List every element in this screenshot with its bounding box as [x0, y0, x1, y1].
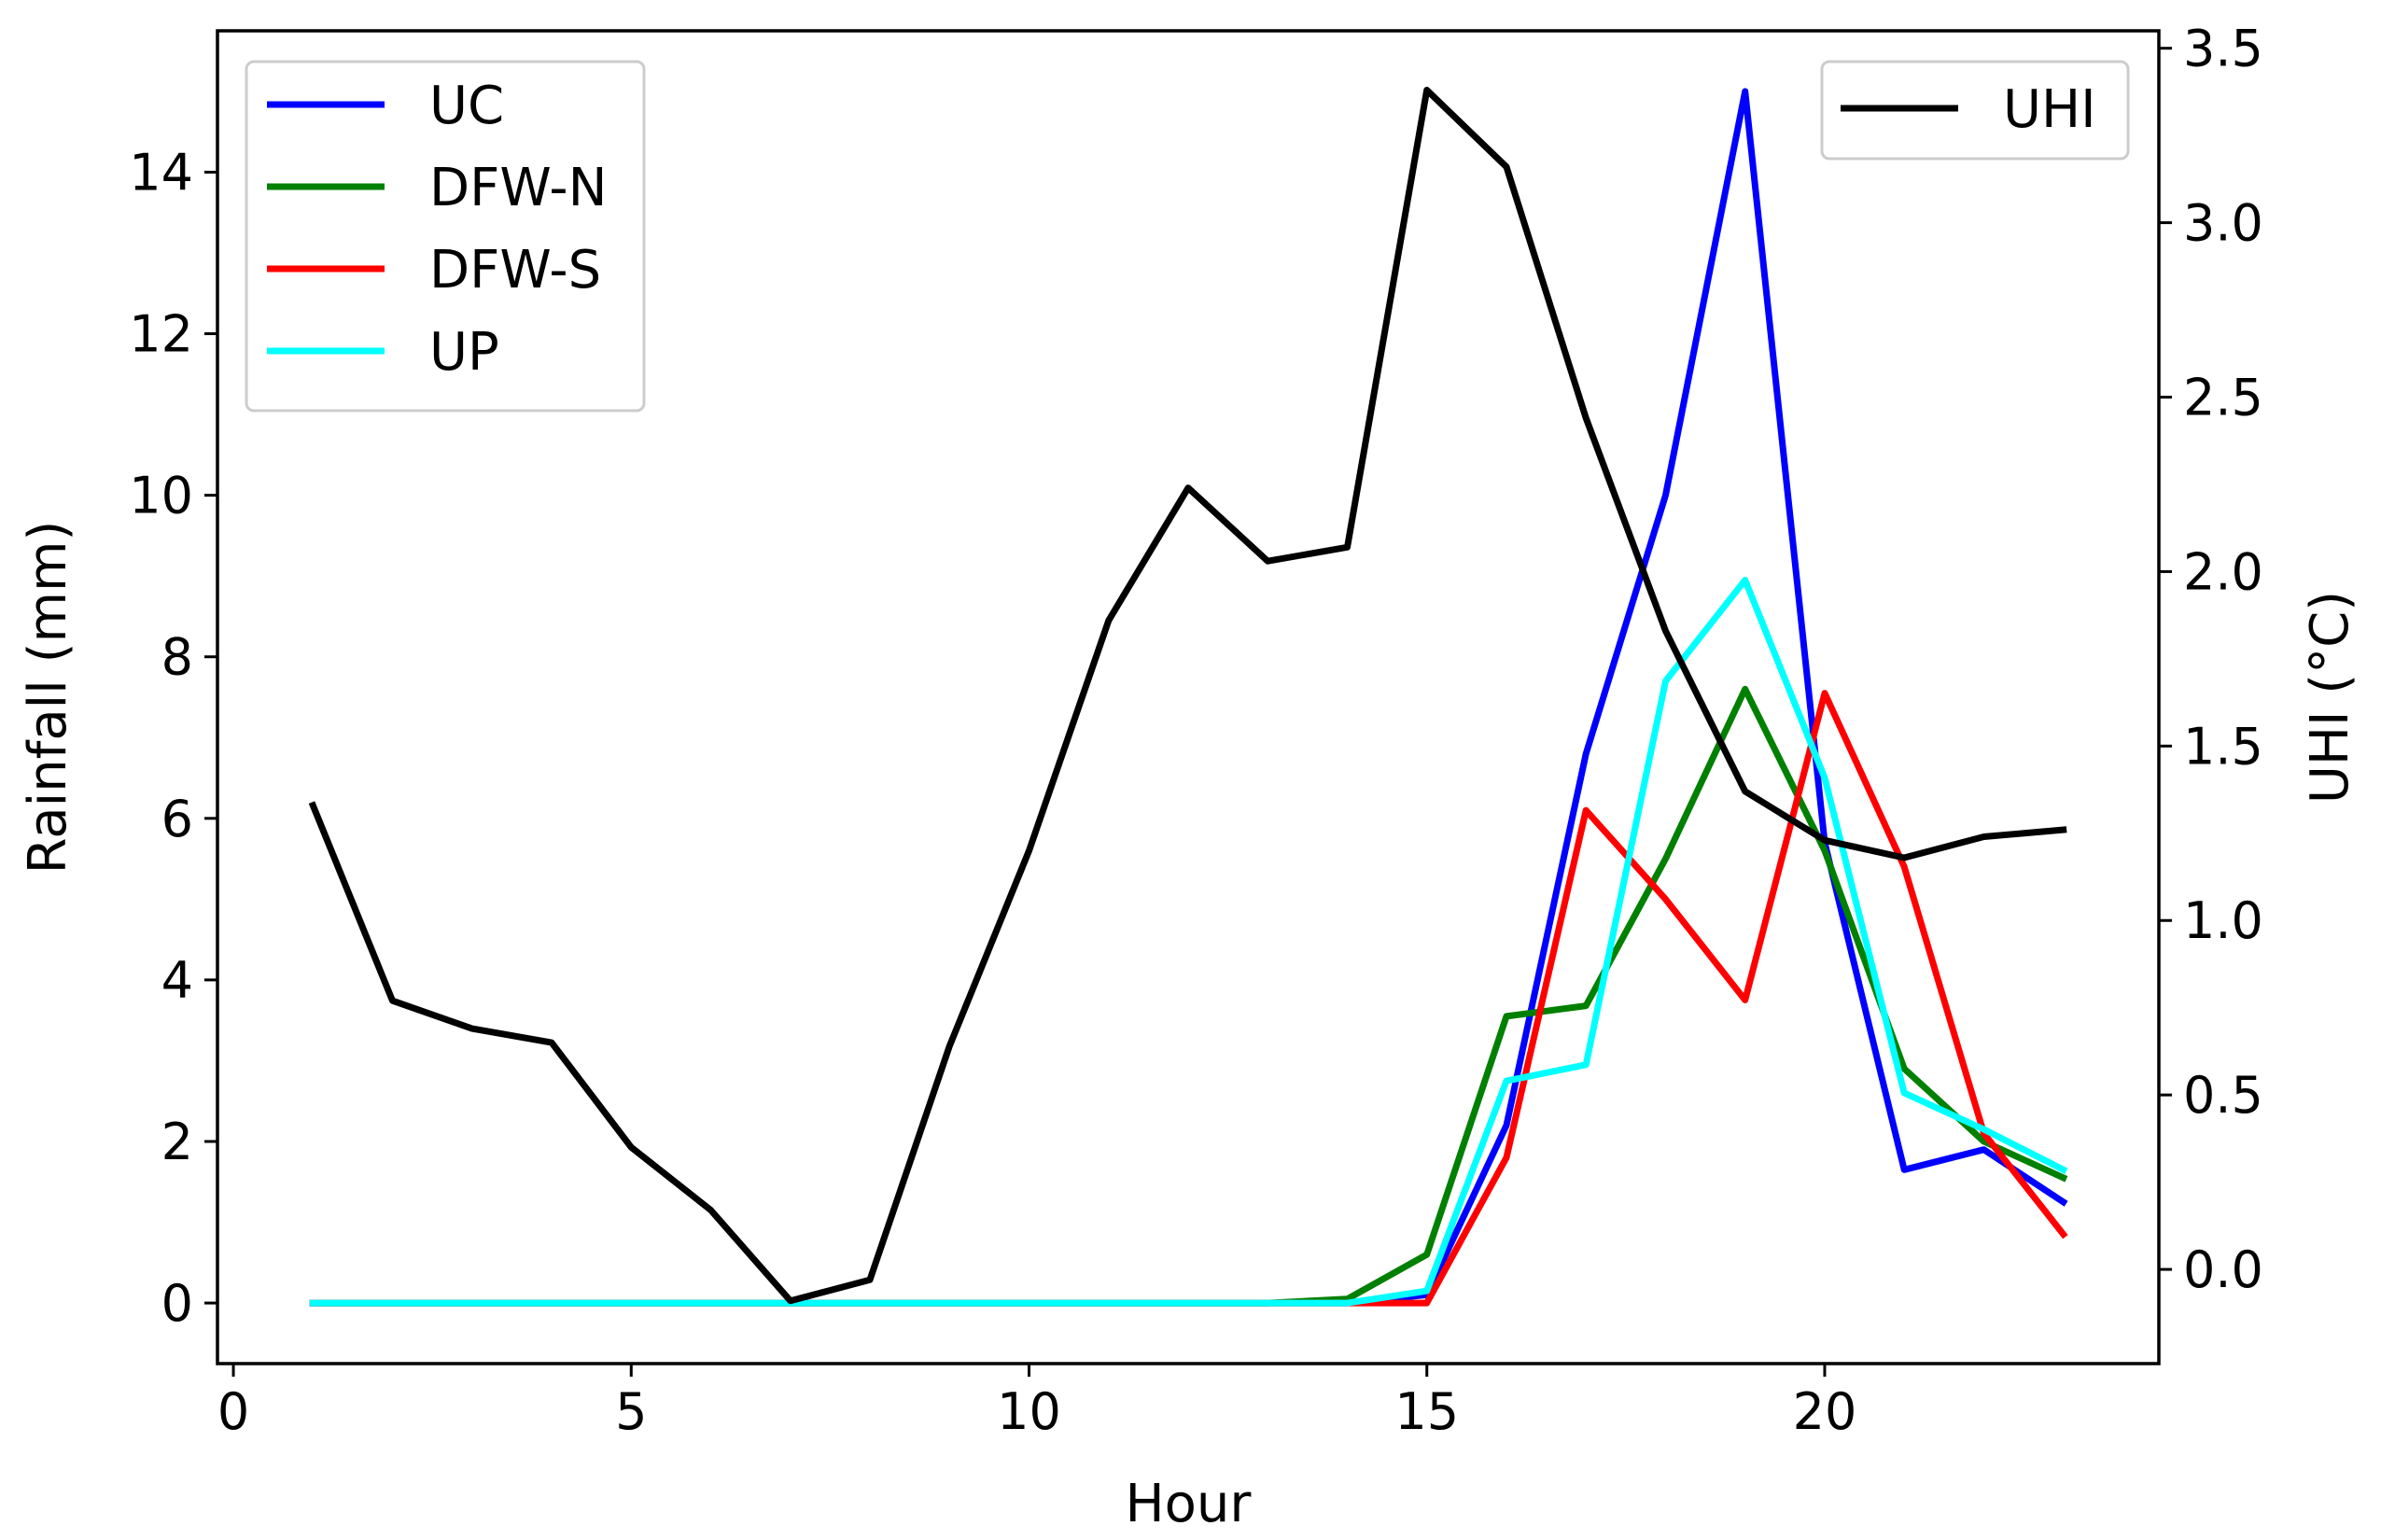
y-right-tick-label: 2.0: [2183, 542, 2263, 601]
x-axis-label: Hour: [1126, 1474, 1253, 1534]
legend-label-dfw-s: DFW-S: [429, 240, 601, 301]
x-tick-label: 15: [1394, 1382, 1459, 1441]
series-line-uhi: [308, 87, 2067, 1305]
legend-left-frame: [245, 60, 646, 413]
legend-left: UC DFW-N DFW-S UP: [245, 60, 646, 413]
y-right-tick-label: 0.0: [2183, 1240, 2263, 1299]
y-right-tick-label: 3.0: [2183, 194, 2263, 253]
y-right-tick-label: 0.5: [2183, 1066, 2263, 1125]
legend-right: UHI: [1820, 60, 2130, 161]
legend-label-up: UP: [429, 322, 499, 383]
y-left-tick-label: 4: [161, 951, 193, 1010]
x-axis: 0 5 10 15 20: [217, 1364, 1856, 1441]
x-tick-label: 20: [1793, 1382, 1857, 1441]
y-left-tick-label: 6: [161, 790, 193, 848]
legend-label-uc: UC: [429, 76, 504, 136]
y-left-tick-label: 0: [161, 1274, 193, 1333]
y-right-tick-label: 3.5: [2183, 20, 2263, 78]
y-left-tick-label: 14: [129, 143, 193, 202]
legend-label-dfw-n: DFW-N: [429, 158, 608, 218]
series-layer: [308, 87, 2068, 1307]
y-left-tick-label: 10: [129, 467, 193, 525]
y-left-tick-label: 8: [161, 628, 193, 687]
y-axis-right-label: UHI (°C): [2300, 591, 2360, 804]
x-tick-label: 10: [997, 1382, 1061, 1441]
x-tick-label: 0: [217, 1382, 249, 1441]
legend-right-frame: [1820, 60, 2130, 161]
series-line-up: [309, 577, 2068, 1307]
y-axis-left-label: Rainfall (mm): [18, 521, 78, 875]
y-right-tick-label: 2.5: [2183, 369, 2263, 427]
legend-label-uhi: UHI: [2003, 79, 2096, 140]
plot-frame: [216, 29, 2161, 1365]
y-axis-right: 0.0 0.5 1.0 1.5 2.0 2.5 3.0 3.5: [2159, 20, 2263, 1299]
y-left-tick-label: 12: [129, 305, 193, 364]
y-right-tick-label: 1.5: [2183, 717, 2263, 776]
y-axis-left: 0 2 4 6 8 10 12 14: [129, 143, 217, 1333]
x-tick-label: 5: [615, 1382, 647, 1441]
y-right-tick-label: 1.0: [2183, 891, 2263, 950]
y-left-tick-label: 2: [161, 1113, 193, 1171]
